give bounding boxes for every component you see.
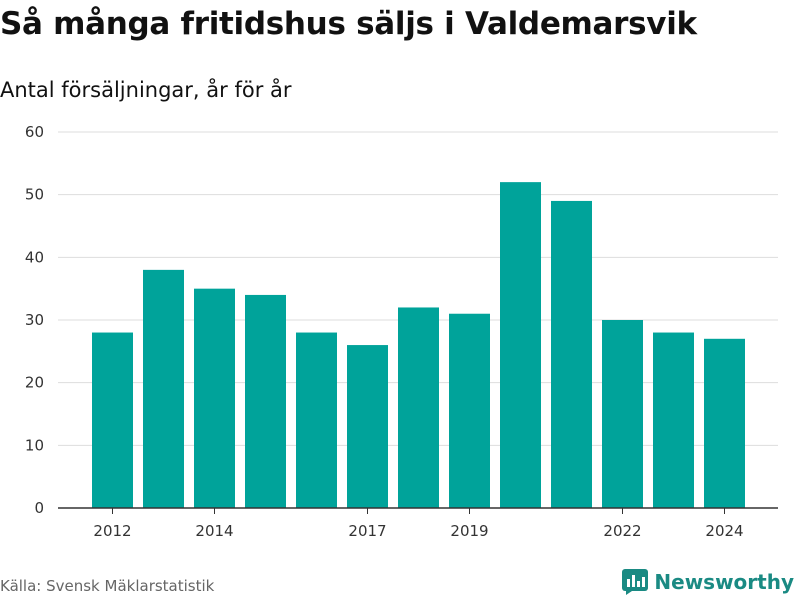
chart-title: Så många fritidshus säljs i Valdemarsvik (0, 6, 697, 42)
chart-subtitle: Antal försäljningar, år för år (0, 78, 292, 102)
bar-2014 (194, 288, 235, 508)
bar-2013 (143, 269, 184, 508)
y-tick-label: 10 (25, 436, 44, 454)
brand-name: Newsworthy (654, 570, 794, 594)
bar-2015 (245, 294, 286, 508)
bar-2022 (602, 320, 643, 508)
bar-2012 (92, 332, 133, 508)
x-tick-label: 2012 (93, 522, 131, 540)
x-tick-label: 2022 (603, 522, 641, 540)
bar-chart-logo-icon (622, 569, 649, 595)
bar-2016 (296, 332, 337, 508)
y-tick-label: 20 (25, 374, 44, 392)
y-tick-label: 60 (25, 123, 44, 141)
source-note: Källa: Svensk Mäklarstatistik (0, 577, 215, 595)
bar-chart: 0 10 20 30 40 50 60 2012 2014 2017 2019 2022 2024 (25, 123, 778, 540)
y-tick-label: 50 (25, 186, 44, 204)
x-tick-label: 2017 (348, 522, 386, 540)
y-tick-label: 30 (25, 311, 44, 329)
y-tick-label: 40 (25, 248, 44, 266)
bar-2024 (704, 338, 745, 508)
bar-2017 (347, 345, 388, 508)
bar-2020 (500, 182, 541, 508)
y-tick-label: 0 (34, 499, 44, 517)
x-tick-label: 2014 (195, 522, 233, 540)
x-tick-label: 2024 (705, 522, 743, 540)
bar-2019 (449, 313, 490, 508)
bar-2023 (653, 332, 694, 508)
brand-logo: Newsworthy (622, 569, 794, 595)
bar-2021 (551, 200, 592, 508)
x-tick-label: 2019 (450, 522, 488, 540)
bar-2018 (398, 307, 439, 508)
